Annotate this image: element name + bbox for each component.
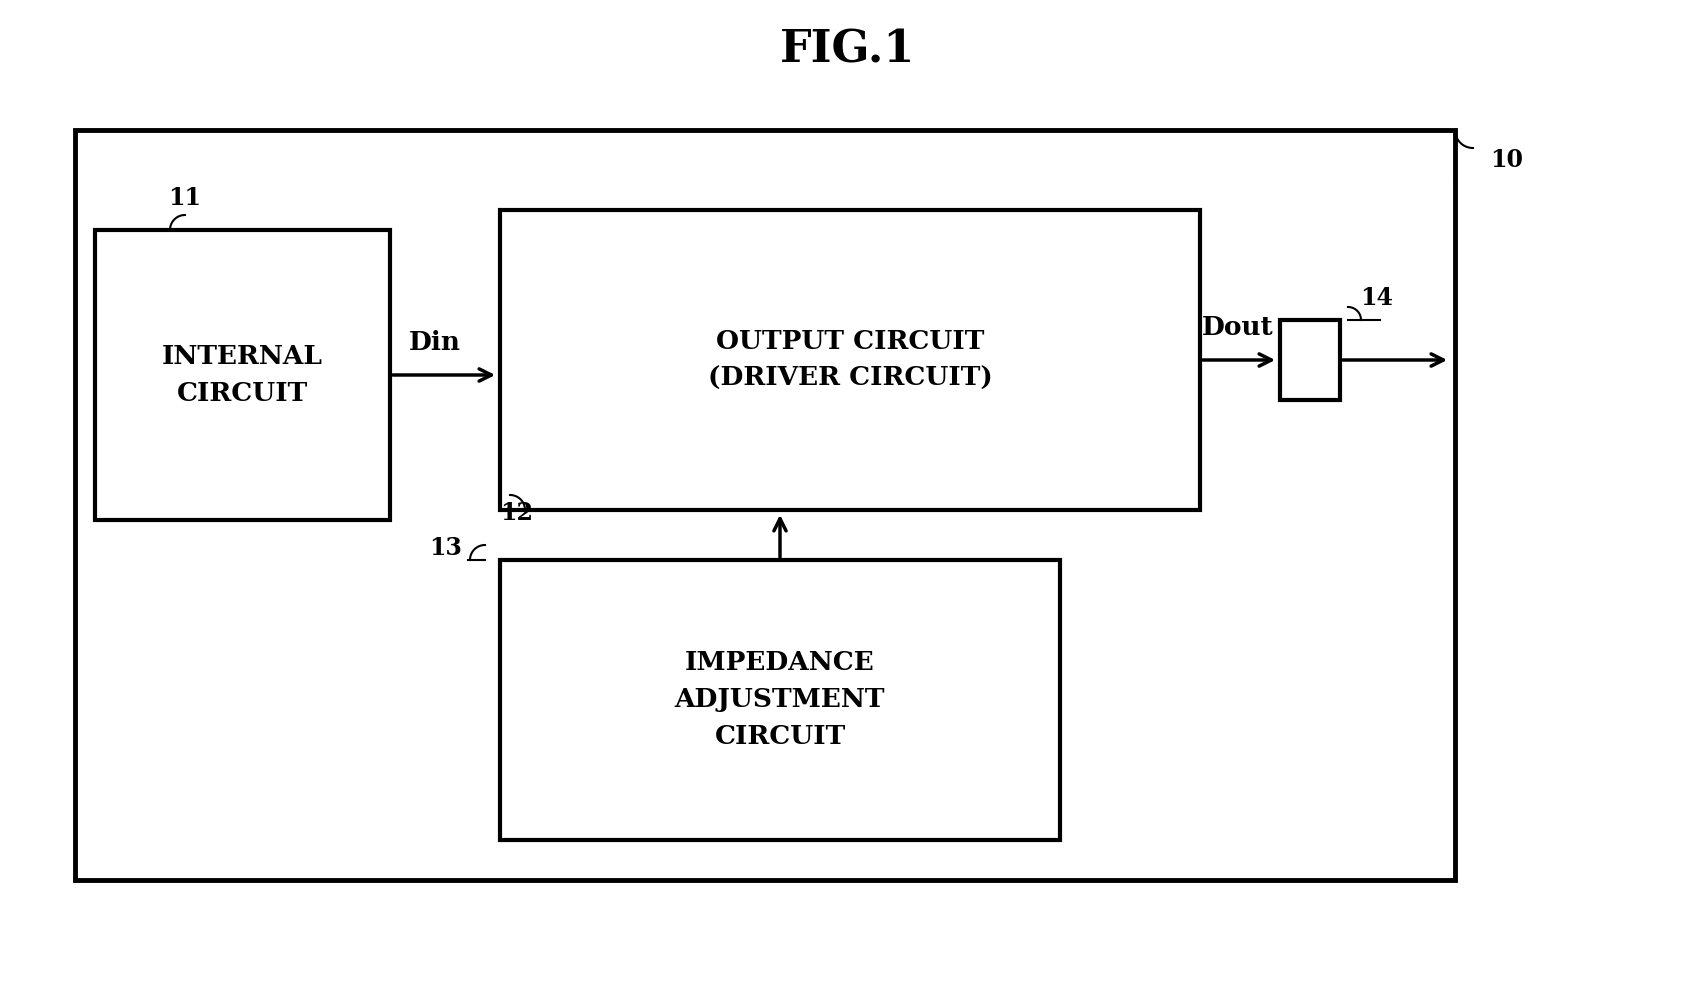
Text: FIG.1: FIG.1 <box>780 29 916 72</box>
Text: 13: 13 <box>429 536 461 560</box>
Text: 11: 11 <box>168 186 202 210</box>
Bar <box>75 130 1455 880</box>
Bar <box>95 230 390 520</box>
Bar <box>1280 320 1340 400</box>
Text: 12: 12 <box>500 501 533 525</box>
Text: IMPEDANCE
ADJUSTMENT
CIRCUIT: IMPEDANCE ADJUSTMENT CIRCUIT <box>675 650 885 750</box>
Text: 10: 10 <box>1491 148 1523 172</box>
Text: 14: 14 <box>1360 286 1392 310</box>
Text: Din: Din <box>409 330 461 355</box>
Text: Dout: Dout <box>1202 315 1274 340</box>
Text: INTERNAL
CIRCUIT: INTERNAL CIRCUIT <box>163 344 322 406</box>
Text: OUTPUT CIRCUIT
(DRIVER CIRCUIT): OUTPUT CIRCUIT (DRIVER CIRCUIT) <box>707 329 992 391</box>
Bar <box>500 560 1060 840</box>
Bar <box>500 210 1201 510</box>
